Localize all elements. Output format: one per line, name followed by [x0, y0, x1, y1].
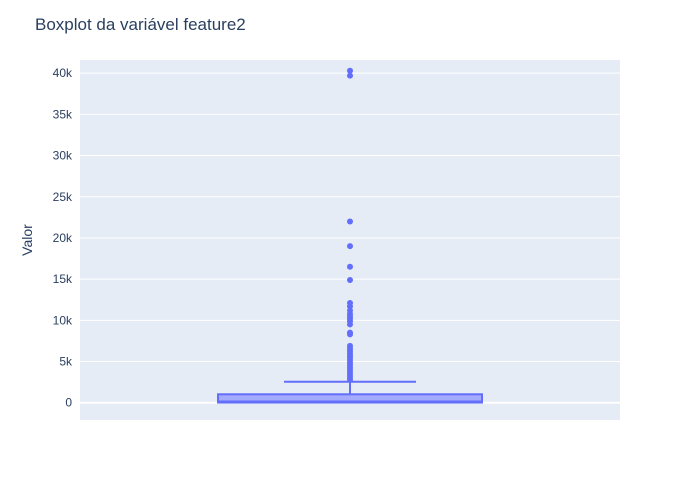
y-axis-title: Valor	[19, 224, 35, 256]
y-tick-label: 40k	[53, 66, 73, 80]
chart-title: Boxplot da variável feature2	[35, 15, 246, 34]
y-tick-label: 25k	[53, 190, 73, 204]
y-axis-ticks: 0 5k 10k 15k 20k 25k 30k 35k 40k	[53, 66, 73, 410]
outlier-point	[347, 276, 353, 283]
outlier-point	[347, 321, 353, 328]
outlier-point	[347, 263, 353, 270]
y-tick-label: 20k	[53, 231, 73, 245]
outlier-points	[347, 67, 353, 383]
outlier-point	[347, 218, 353, 225]
y-tick-label: 5k	[59, 355, 73, 369]
outlier-point	[347, 243, 353, 250]
outlier-point	[347, 303, 353, 310]
y-tick-label: 10k	[53, 313, 73, 327]
outlier-point	[347, 67, 353, 74]
outlier-point	[347, 72, 353, 79]
y-tick-label: 35k	[53, 107, 73, 121]
y-tick-label: 30k	[53, 149, 73, 163]
y-tick-label: 15k	[53, 272, 73, 286]
outlier-point	[347, 376, 353, 383]
outlier-point	[347, 331, 353, 338]
y-tick-label: 0	[65, 396, 72, 410]
